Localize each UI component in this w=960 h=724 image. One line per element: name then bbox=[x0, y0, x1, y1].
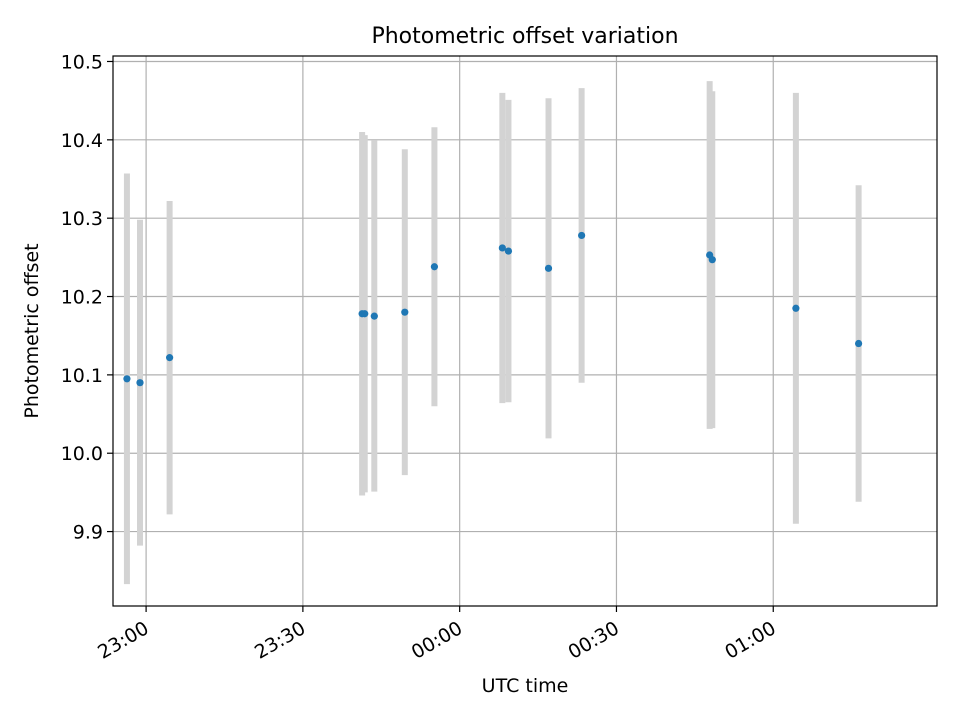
data-point bbox=[361, 310, 369, 318]
data-point bbox=[578, 231, 586, 240]
y-tick-label: 10.1 bbox=[61, 365, 103, 387]
data-point bbox=[498, 244, 506, 252]
data-point bbox=[708, 256, 716, 264]
data-point bbox=[792, 304, 800, 312]
data-point bbox=[166, 354, 174, 362]
y-tick-label: 9.9 bbox=[73, 522, 103, 544]
y-tick-label: 10.5 bbox=[61, 51, 103, 73]
data-point bbox=[123, 375, 131, 383]
plot-frame bbox=[112, 55, 938, 607]
y-axis-label: Photometric offset bbox=[21, 243, 43, 418]
data-point bbox=[430, 263, 439, 271]
x-axis-label: UTC time bbox=[482, 675, 569, 697]
data-point bbox=[855, 339, 863, 348]
y-tick-label: 10.0 bbox=[61, 443, 103, 465]
chart-title: Photometric offset variation bbox=[371, 24, 678, 49]
grid-lines bbox=[113, 56, 937, 606]
y-tick-label: 10.2 bbox=[61, 287, 103, 309]
data-point bbox=[504, 247, 513, 255]
data-point bbox=[401, 308, 409, 316]
y-tick-label: 10.4 bbox=[61, 130, 103, 152]
data-point bbox=[370, 312, 378, 320]
data-point bbox=[136, 379, 144, 387]
data-point bbox=[544, 264, 553, 272]
y-tick-label: 10.3 bbox=[61, 208, 103, 230]
data-markers bbox=[123, 231, 863, 387]
